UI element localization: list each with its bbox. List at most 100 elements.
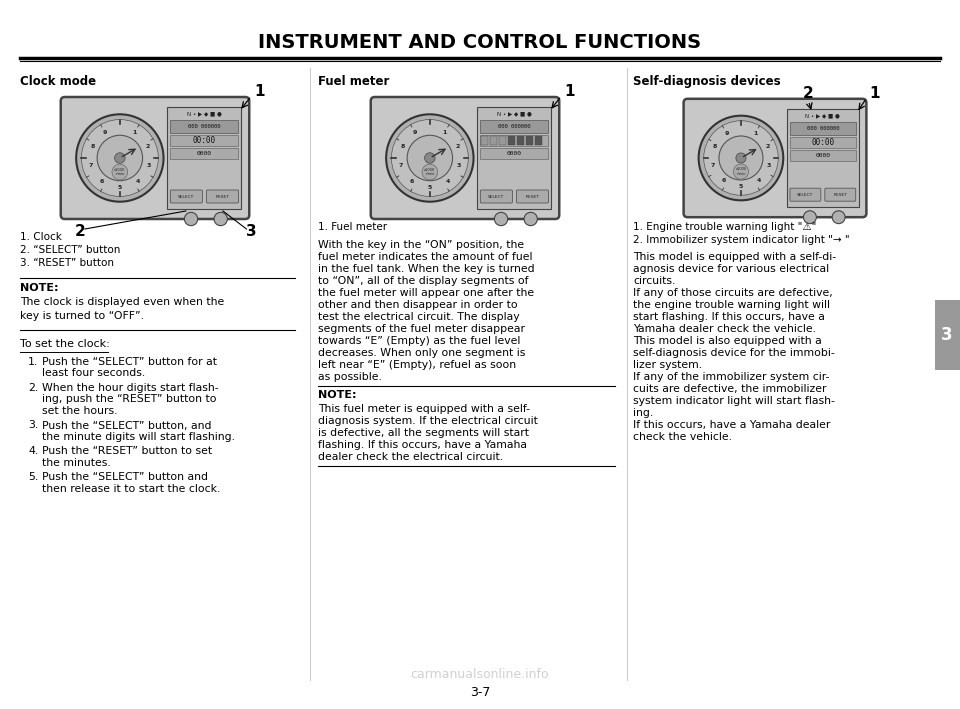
Text: When the hour digits start flash-: When the hour digits start flash- <box>42 383 219 393</box>
Text: RESET: RESET <box>526 194 540 199</box>
Circle shape <box>214 213 228 225</box>
Text: To set the clock:: To set the clock: <box>20 339 109 349</box>
Text: N • ▶ ◆ ■ ●: N • ▶ ◆ ■ ● <box>805 113 840 118</box>
Text: the minutes.: the minutes. <box>42 458 110 468</box>
Circle shape <box>424 152 435 163</box>
Text: circuits.: circuits. <box>633 276 676 286</box>
Bar <box>509 136 516 145</box>
Text: x1000
r/min: x1000 r/min <box>114 168 126 177</box>
Text: 000 000000: 000 000000 <box>806 125 839 130</box>
Text: ing, push the “RESET” button to: ing, push the “RESET” button to <box>42 394 217 405</box>
Text: 6: 6 <box>721 179 726 184</box>
Text: SELECT: SELECT <box>178 194 194 199</box>
Text: 9: 9 <box>725 130 729 135</box>
FancyBboxPatch shape <box>516 190 548 203</box>
Bar <box>536 136 542 145</box>
FancyBboxPatch shape <box>371 97 560 219</box>
Bar <box>480 135 548 146</box>
Text: With the key in the “ON” position, the: With the key in the “ON” position, the <box>318 240 524 250</box>
Bar <box>935 300 960 370</box>
Text: 6: 6 <box>410 179 414 184</box>
Text: 2: 2 <box>765 145 770 150</box>
Text: ing.: ing. <box>633 408 653 418</box>
Text: diagnosis system. If the electrical circuit: diagnosis system. If the electrical circ… <box>318 416 538 426</box>
Bar <box>480 120 548 133</box>
Text: 4: 4 <box>135 179 140 184</box>
Text: 1.: 1. <box>28 357 38 367</box>
Text: 7: 7 <box>399 163 403 168</box>
Circle shape <box>494 213 508 225</box>
Text: Fuel meter: Fuel meter <box>318 75 390 88</box>
Bar <box>170 120 238 133</box>
Text: cuits are defective, the immobilizer: cuits are defective, the immobilizer <box>633 384 827 394</box>
Circle shape <box>184 213 198 225</box>
Text: NOTE:: NOTE: <box>20 283 59 293</box>
Text: 3: 3 <box>941 326 953 344</box>
Text: 1. Fuel meter: 1. Fuel meter <box>318 222 387 232</box>
Text: 3: 3 <box>146 163 151 168</box>
Bar <box>526 136 534 145</box>
Text: lizer system.: lizer system. <box>633 360 702 370</box>
Text: 2. “SELECT” button: 2. “SELECT” button <box>20 245 120 255</box>
Text: 2: 2 <box>804 86 814 101</box>
Circle shape <box>736 153 746 163</box>
Text: 4: 4 <box>756 179 760 184</box>
Text: This model is equipped with a self-di-: This model is equipped with a self-di- <box>633 252 836 262</box>
Text: left near “E” (Empty), refuel as soon: left near “E” (Empty), refuel as soon <box>318 360 516 370</box>
Text: 00:00: 00:00 <box>811 138 834 147</box>
Circle shape <box>97 135 143 181</box>
Text: to “ON”, all of the display segments of: to “ON”, all of the display segments of <box>318 276 529 286</box>
Bar <box>499 136 506 145</box>
Text: fuel meter indicates the amount of fuel: fuel meter indicates the amount of fuel <box>318 252 533 262</box>
Text: If any of the immobilizer system cir-: If any of the immobilizer system cir- <box>633 372 829 382</box>
Text: 5.: 5. <box>28 472 38 483</box>
Text: Push the “SELECT” button, and: Push the “SELECT” button, and <box>42 420 211 430</box>
Text: 2. Immobilizer system indicator light "→ ": 2. Immobilizer system indicator light "→… <box>633 235 850 245</box>
Text: towards “E” (Empty) as the fuel level: towards “E” (Empty) as the fuel level <box>318 336 520 346</box>
Bar <box>170 135 238 146</box>
Text: RESET: RESET <box>834 193 848 196</box>
Text: other and then disappear in order to: other and then disappear in order to <box>318 300 517 310</box>
Bar <box>170 148 238 159</box>
Text: 3: 3 <box>456 163 461 168</box>
Text: segments of the fuel meter disappear: segments of the fuel meter disappear <box>318 324 525 334</box>
Bar <box>790 137 855 147</box>
Text: 2: 2 <box>455 144 460 149</box>
Text: SELECT: SELECT <box>797 193 813 196</box>
Text: Clock mode: Clock mode <box>20 75 96 88</box>
Text: 4.: 4. <box>28 447 38 457</box>
Text: start flashing. If this occurs, have a: start flashing. If this occurs, have a <box>633 312 825 322</box>
Text: x1000
r/min: x1000 r/min <box>735 167 747 176</box>
Text: 1. Clock: 1. Clock <box>20 232 61 242</box>
Text: 1: 1 <box>754 130 757 135</box>
Bar <box>477 107 551 209</box>
FancyBboxPatch shape <box>170 190 203 203</box>
Text: self-diagnosis device for the immobi-: self-diagnosis device for the immobi- <box>633 348 835 358</box>
Text: 6: 6 <box>100 179 104 184</box>
Circle shape <box>114 152 125 163</box>
Circle shape <box>422 164 438 180</box>
Text: This model is also equipped with a: This model is also equipped with a <box>633 336 822 346</box>
Text: 4: 4 <box>445 179 450 184</box>
Text: N • ▶ ◆ ■ ●: N • ▶ ◆ ■ ● <box>497 111 532 116</box>
Text: 8: 8 <box>400 144 404 149</box>
Text: 3-7: 3-7 <box>469 686 491 698</box>
Text: 1: 1 <box>132 130 137 135</box>
Bar <box>480 148 548 159</box>
Circle shape <box>76 114 163 201</box>
Text: x1000
r/min: x1000 r/min <box>424 168 436 177</box>
Text: SELECT: SELECT <box>488 194 504 199</box>
Text: 1: 1 <box>443 130 447 135</box>
Text: 5: 5 <box>739 184 743 189</box>
Text: 0000: 0000 <box>197 151 212 156</box>
Circle shape <box>386 114 473 201</box>
Circle shape <box>524 213 538 225</box>
Circle shape <box>733 164 749 179</box>
Text: 8: 8 <box>712 145 716 150</box>
Text: the engine trouble warning light will: the engine trouble warning light will <box>633 300 830 310</box>
Text: The clock is displayed even when the
key is turned to “OFF”.: The clock is displayed even when the key… <box>20 297 225 320</box>
Text: 2.: 2. <box>28 383 38 393</box>
Text: 1: 1 <box>254 84 265 99</box>
Bar <box>517 136 524 145</box>
Text: 7: 7 <box>711 163 715 168</box>
